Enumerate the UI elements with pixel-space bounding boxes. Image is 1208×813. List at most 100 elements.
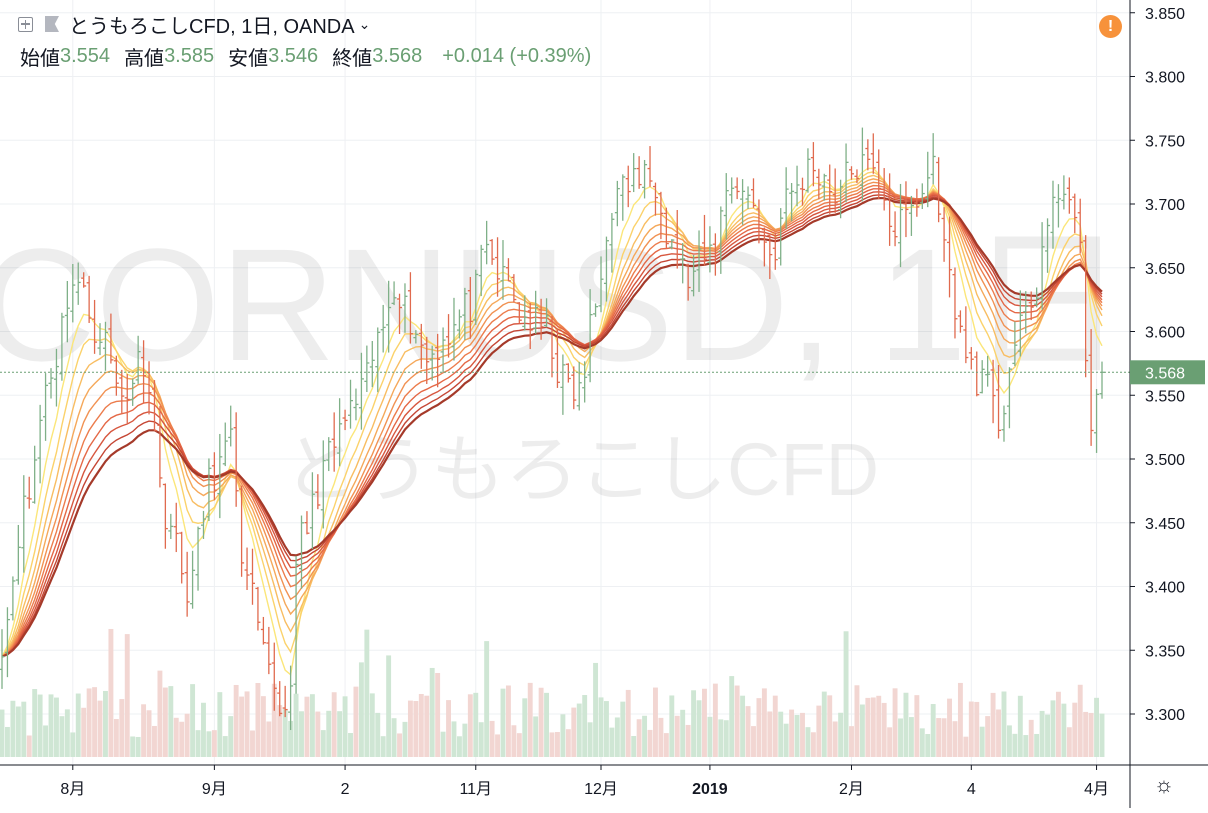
volume-bar <box>979 726 985 757</box>
ohlc-bar <box>451 297 457 361</box>
volume-bar <box>533 716 539 757</box>
last-price-tag <box>1130 360 1205 385</box>
y-tick-label: 3.500 <box>1145 452 1185 469</box>
ohlc-bar <box>734 177 740 200</box>
ohlc-bar <box>756 199 762 244</box>
volume-bar <box>843 631 849 757</box>
volume-bar <box>849 726 854 757</box>
alert-icon[interactable]: ! <box>1099 15 1122 38</box>
ohlc-bar <box>1061 175 1067 210</box>
high-value: 3.585 <box>164 44 215 67</box>
ohlc-bar <box>440 327 446 373</box>
volume-bar <box>271 683 277 757</box>
volume-bar <box>631 735 637 757</box>
volume-bar <box>59 716 65 757</box>
price-axis[interactable] <box>1130 0 1208 808</box>
volume-bar <box>75 693 81 757</box>
volume-bar <box>707 716 713 757</box>
expand-icon[interactable] <box>18 16 33 32</box>
ohlc-bar <box>761 227 767 267</box>
ohlc-bar <box>925 151 931 208</box>
ohlc-bar <box>489 239 495 265</box>
ohlc-bar <box>1077 198 1083 254</box>
ohlc-bar <box>816 168 822 200</box>
volume-bar <box>309 694 315 757</box>
ohlc-bar <box>75 262 81 305</box>
volume-bar <box>511 725 517 757</box>
symbol-title[interactable]: とうもろこしCFD, 1日, OANDA <box>69 15 355 38</box>
volume-bar <box>369 693 375 757</box>
low-label: 安値 <box>228 47 269 70</box>
symbol-row[interactable]: とうもろこしCFD, 1日, OANDA ⌄ <box>0 10 370 38</box>
volume-bar <box>293 693 299 757</box>
ohlc-bar <box>799 177 805 206</box>
flag-icon[interactable] <box>45 16 59 32</box>
ohlc-bar <box>353 388 359 421</box>
ohlc-bar <box>233 412 239 507</box>
ohlc-bar <box>342 409 348 431</box>
ohlc-bar <box>1050 180 1056 249</box>
volume-bar <box>391 718 397 757</box>
volume-bar <box>810 732 816 757</box>
volume-bar <box>647 729 653 757</box>
ohlc-legend: 始値 3.554 高値 3.585 安値 3.546 終値 3.568 +0.0… <box>20 42 591 70</box>
ohlc-bar <box>184 551 190 617</box>
gear-icon[interactable]: ☼ <box>1153 772 1175 797</box>
volume-bar <box>418 693 424 757</box>
ohlc-bar <box>974 351 980 397</box>
volume-bar <box>500 688 506 757</box>
ohlc-bar <box>462 287 468 340</box>
ohlc-bar <box>200 510 206 539</box>
ohlc-bar <box>15 524 21 585</box>
volume-bar <box>680 709 686 757</box>
chevron-down-icon[interactable]: ⌄ <box>358 15 371 32</box>
ohlc-bar <box>124 373 130 424</box>
volume-bar <box>816 705 822 757</box>
ohlc-bar <box>32 445 38 504</box>
volume-bar <box>642 715 648 757</box>
volume-bar <box>702 688 707 757</box>
close-value: 3.568 <box>372 44 423 67</box>
high-label: 高値 <box>124 47 165 70</box>
volume-bar <box>593 662 599 757</box>
volume-bar <box>658 717 664 757</box>
volume-bar <box>745 706 751 757</box>
volume-bar <box>190 684 196 757</box>
ohlc-bar <box>391 281 397 306</box>
volume-bar <box>898 718 903 757</box>
ohlc-bar <box>1006 367 1012 429</box>
ohlc-bar <box>511 274 517 303</box>
volume-bar <box>505 685 511 757</box>
volume-bar <box>239 696 245 757</box>
volume-bar <box>92 687 98 757</box>
time-axis[interactable] <box>0 765 1130 808</box>
ohlc-bar <box>908 195 914 236</box>
ohlc-bar <box>865 139 871 171</box>
volume-bar <box>1072 702 1078 757</box>
ohlc-bar <box>740 179 746 225</box>
y-tick-label: 3.550 <box>1145 388 1185 405</box>
volume-bar <box>337 711 343 757</box>
volume-bar <box>516 733 522 757</box>
ohlc-bar <box>495 237 501 297</box>
volume-bar <box>734 685 740 757</box>
volume-bar <box>538 687 544 757</box>
change-value: +0.014 (+0.39%) <box>442 44 592 67</box>
ohlc-bar <box>418 323 424 369</box>
ohlc-bar <box>985 355 991 387</box>
volume-bar <box>663 733 669 757</box>
ohlc-bar <box>598 256 604 313</box>
volume-bar <box>876 695 882 757</box>
ohlc-bar <box>887 173 893 246</box>
volume-bar <box>691 690 697 757</box>
volume-bar <box>467 694 473 757</box>
ohlc-bar <box>718 206 724 274</box>
x-tick-label: 12月 <box>584 781 618 798</box>
volume-bar <box>565 729 571 757</box>
volume-bar <box>21 701 27 757</box>
volume-bar <box>195 730 201 757</box>
ohlc-bar <box>168 513 174 540</box>
